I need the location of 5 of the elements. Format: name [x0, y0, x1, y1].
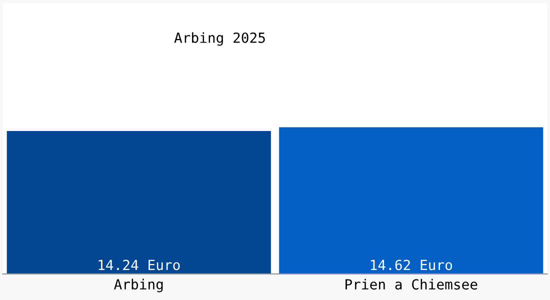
data-label: 14.62 Euro: [370, 260, 452, 270]
text: Arbing 2025: [174, 32, 265, 46]
data-label: 14.24 Euro: [98, 260, 180, 270]
x-tick-label: Prien a Chiemsee: [346, 278, 478, 290]
x-tick-label: Arbing: [114, 278, 163, 292]
